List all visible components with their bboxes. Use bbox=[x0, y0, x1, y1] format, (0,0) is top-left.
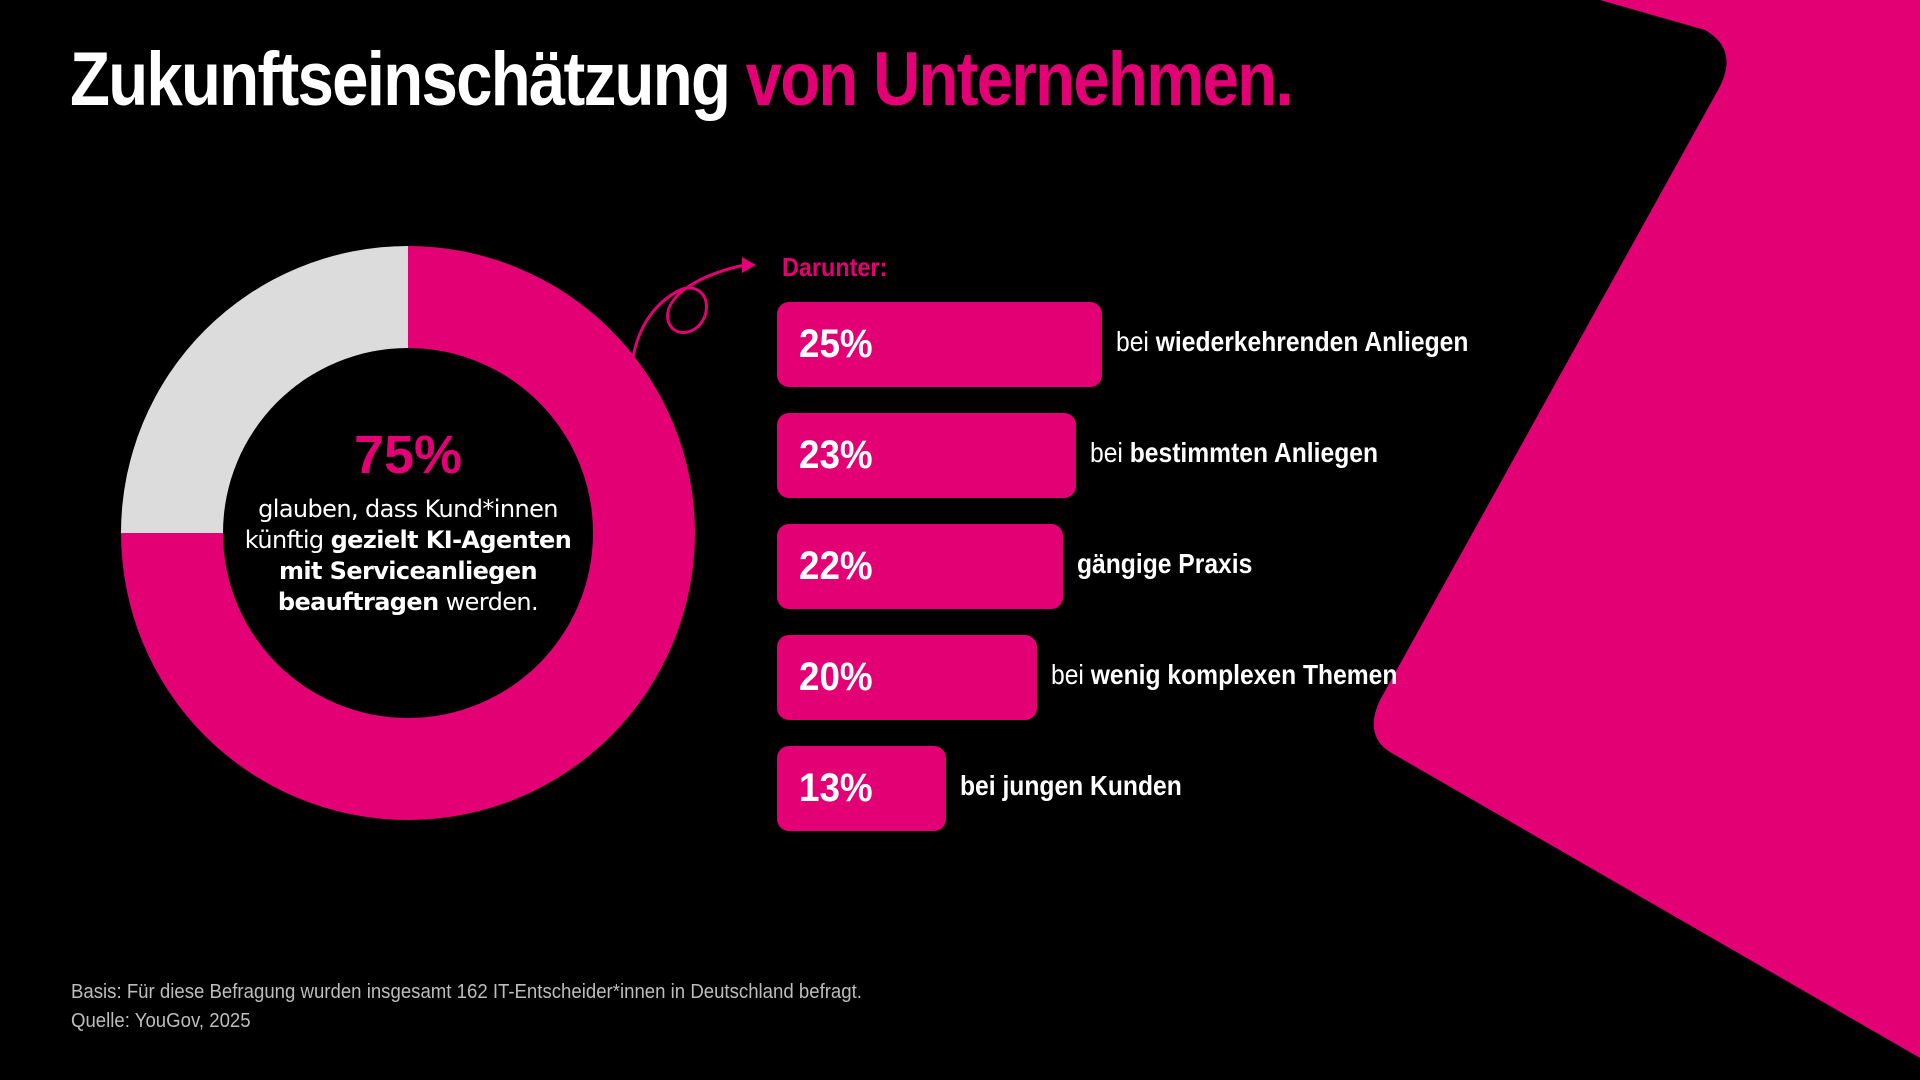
donut-slice-rest bbox=[121, 246, 408, 533]
page-title: Zukunftseinschätzung von Unternehmen. bbox=[70, 36, 1294, 123]
bar-label-regular: bei bbox=[1051, 659, 1091, 690]
bar: 13% bbox=[777, 746, 946, 831]
caption-line-2-bold: gezielt KI-Agenten bbox=[330, 526, 572, 554]
bar-value-label: 23% bbox=[799, 433, 873, 477]
bar-label-bold: gängige Praxis bbox=[1077, 548, 1253, 579]
arrow-head-icon bbox=[742, 257, 756, 273]
caption-line-2-regular: künftig bbox=[244, 526, 331, 554]
bar-category-label: gängige Praxis bbox=[1077, 548, 1252, 580]
caption-line-4-bold: beauftragen bbox=[277, 588, 439, 616]
bar-category-label: bei wiederkehrenden Anliegen bbox=[1116, 326, 1468, 358]
bar-label-regular: bei bbox=[1116, 326, 1156, 357]
bar-value-label: 22% bbox=[799, 544, 873, 588]
bar-label-bold: bestimmten Anliegen bbox=[1129, 437, 1379, 468]
footer-basis: Basis: Für diese Befragung wurden insges… bbox=[71, 981, 862, 1003]
bar-label-bold: wiederkehrenden Anliegen bbox=[1155, 326, 1469, 357]
caption-line-4-regular: werden. bbox=[438, 588, 539, 616]
title-part-white: Zukunftseinschätzung bbox=[70, 37, 746, 122]
footer: Basis: Für diese Befragung wurden insges… bbox=[71, 978, 862, 1036]
bar: 22% bbox=[777, 524, 1063, 609]
bar-value-label: 25% bbox=[799, 322, 873, 366]
footer-source: Quelle: YouGov, 2025 bbox=[71, 1010, 251, 1032]
bar: 25% bbox=[777, 302, 1102, 387]
bar-label-bold: wenig komplexen Themen bbox=[1090, 659, 1398, 690]
title-part-accent: von Unternehmen. bbox=[745, 37, 1294, 122]
donut-caption: glauben, dass Kund*innen künftig gezielt… bbox=[228, 494, 588, 618]
caption-line-1: glauben, dass Kund*innen bbox=[258, 495, 558, 523]
curly-arrow-path bbox=[631, 263, 749, 358]
donut-slice-main bbox=[121, 246, 695, 820]
pink-background-polygon bbox=[1373, 0, 1920, 1058]
bar-value-label: 20% bbox=[799, 655, 873, 699]
bar-category-label: bei jungen Kunden bbox=[960, 770, 1182, 802]
bar-category-label: bei wenig komplexen Themen bbox=[1051, 659, 1397, 691]
bar-label-bold: bei jungen Kunden bbox=[960, 770, 1182, 801]
donut-value-label: 75% bbox=[353, 425, 463, 485]
bar-value-label: 13% bbox=[799, 766, 873, 810]
breakdown-heading: Darunter: bbox=[782, 252, 888, 282]
bar-label-regular: bei bbox=[1090, 437, 1130, 468]
caption-line-3-bold: mit Serviceanliegen bbox=[279, 557, 538, 585]
bar: 23% bbox=[777, 413, 1076, 498]
donut-center-text: 75% glauben, dass Kund*innen künftig gez… bbox=[228, 428, 588, 618]
bar: 20% bbox=[777, 635, 1037, 720]
bar-category-label: bei bestimmten Anliegen bbox=[1090, 437, 1378, 469]
